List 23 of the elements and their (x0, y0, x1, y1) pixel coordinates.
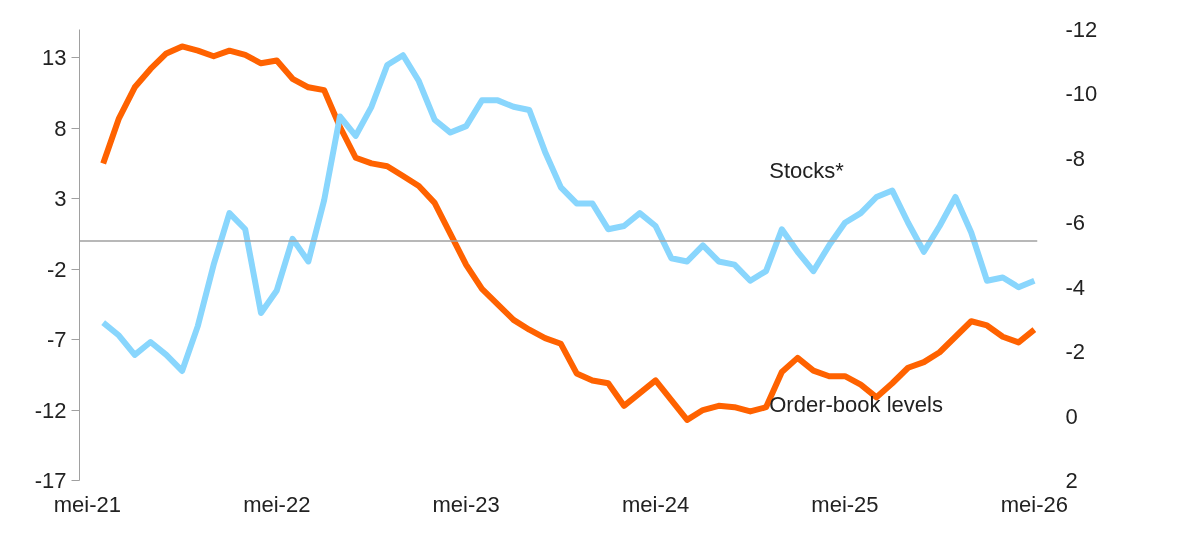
y-tick-label: -2 (46, 256, 67, 282)
series-label: Order-book levels (769, 392, 943, 418)
y2-tick-label: -10 (1065, 81, 1098, 107)
y2-tick-label: -8 (1065, 145, 1086, 171)
y2-tick-label: -12 (1065, 17, 1098, 42)
y-tick-label: -12 (34, 397, 67, 423)
x-tick-label: mei-23 (432, 491, 500, 517)
x-tick-label: mei-26 (1000, 491, 1068, 517)
y-tick-label: 13 (42, 45, 67, 71)
y-tick-label: 3 (54, 186, 67, 212)
series-label: Stocks* (769, 157, 845, 183)
y2-tick-label: -2 (1065, 339, 1086, 365)
y-tick-label: -7 (46, 327, 67, 353)
y2-tick-label: 0 (1065, 403, 1078, 429)
y2-tick-label: -6 (1065, 210, 1086, 236)
y-tick-label: 8 (54, 115, 67, 141)
x-tick-label: mei-25 (811, 491, 879, 517)
y2-tick-label: 2 (1065, 468, 1078, 493)
x-tick-label: mei-22 (243, 491, 311, 517)
x-tick-label: mei-21 (53, 491, 122, 517)
y-tick-label: -17 (34, 468, 67, 493)
y2-tick-label: -4 (1065, 274, 1086, 300)
x-tick-label: mei-24 (621, 491, 690, 517)
